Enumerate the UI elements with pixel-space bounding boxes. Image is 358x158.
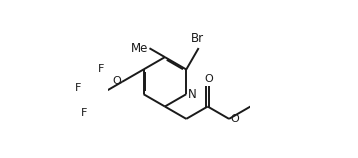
Text: Me: Me xyxy=(131,42,148,55)
Text: Br: Br xyxy=(191,32,204,45)
Text: O: O xyxy=(204,74,213,84)
Text: O: O xyxy=(230,114,239,124)
Text: N: N xyxy=(188,88,197,101)
Text: F: F xyxy=(98,64,105,74)
Text: F: F xyxy=(81,108,87,118)
Text: F: F xyxy=(74,83,81,93)
Text: O: O xyxy=(112,76,121,86)
